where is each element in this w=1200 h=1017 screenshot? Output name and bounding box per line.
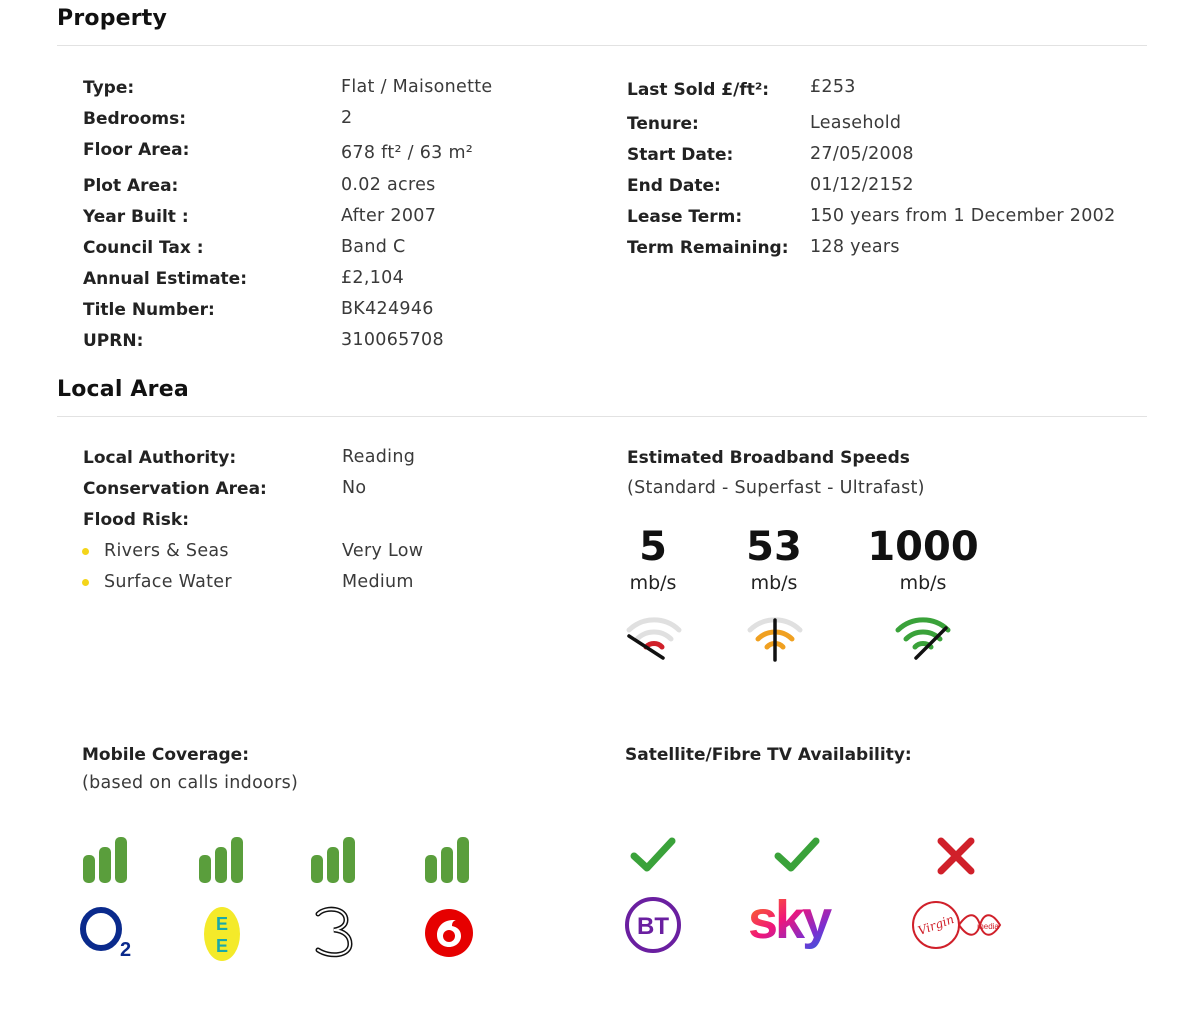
- standard-wifi-gauge-icon: [626, 617, 682, 660]
- year-built-value: After 2007: [341, 206, 437, 226]
- type-value: Flat / Maisonette: [341, 77, 493, 97]
- title-number-value: BK424946: [341, 299, 434, 319]
- rivers-seas-value: Very Low: [342, 541, 424, 561]
- broadband-subtitle: (Standard - Superfast - Ultrafast): [627, 478, 925, 498]
- o2-logo-icon: 2: [80, 907, 131, 960]
- o2-signal-bars-icon: [83, 837, 127, 883]
- year-built-label: Year Built :: [83, 207, 189, 227]
- tenure-label: Tenure:: [627, 114, 699, 134]
- vodafone-signal-bars-icon: [425, 837, 469, 883]
- mobile-coverage-subtitle: (based on calls indoors): [82, 773, 299, 793]
- svg-text:2: 2: [120, 939, 131, 960]
- standard-speed-unit: mb/s: [629, 572, 677, 594]
- svg-text:Virgin: Virgin: [916, 912, 956, 938]
- plot-area-label: Plot Area:: [83, 176, 179, 196]
- superfast-wifi-gauge-icon: [747, 617, 803, 662]
- ultrafast-speed-value: 1000: [867, 524, 979, 570]
- uprn-label: UPRN:: [83, 331, 144, 351]
- end-date-label: End Date:: [627, 176, 721, 196]
- superfast-speed-unit: mb/s: [750, 572, 798, 594]
- tv-availability-title: Satellite/Fibre TV Availability:: [625, 745, 912, 765]
- conservation-area-value: No: [342, 478, 367, 498]
- local-area-divider: [57, 416, 1147, 417]
- council-tax-value: Band C: [341, 237, 406, 257]
- start-date-label: Start Date:: [627, 145, 734, 165]
- floor-area-value: 678 ft² / 63 m²: [341, 143, 474, 163]
- surface-water-label: Surface Water: [104, 572, 232, 592]
- svg-text:media: media: [977, 922, 999, 931]
- ee-logo-icon: E E: [204, 907, 240, 961]
- svg-text:E: E: [216, 914, 228, 934]
- last-sold-label: Last Sold £/ft²:: [627, 80, 770, 100]
- lease-term-label: Lease Term:: [627, 207, 743, 227]
- last-sold-value: £253: [810, 77, 856, 97]
- flood-risk-label: Flood Risk:: [83, 510, 190, 530]
- virgin-media-logo-icon: Virgin media: [912, 901, 1002, 949]
- term-remaining-value: 128 years: [810, 237, 900, 257]
- tenure-value: Leasehold: [810, 113, 902, 133]
- three-logo-icon: [315, 906, 353, 958]
- surface-bullet: [82, 579, 89, 586]
- annual-estimate-value: £2,104: [341, 268, 405, 288]
- lease-term-value: 150 years from 1 December 2002: [810, 206, 1116, 226]
- sky-available-check-icon: [774, 837, 820, 872]
- plot-area-value: 0.02 acres: [341, 175, 436, 195]
- svg-text:sky: sky: [748, 892, 832, 950]
- standard-speed-value: 5: [639, 524, 667, 570]
- svg-text:E: E: [216, 936, 228, 956]
- local-authority-value: Reading: [342, 447, 416, 467]
- mobile-coverage-title: Mobile Coverage:: [82, 745, 249, 765]
- rivers-bullet: [82, 548, 89, 555]
- uprn-value: 310065708: [341, 330, 444, 350]
- title-number-label: Title Number:: [83, 300, 215, 320]
- end-date-value: 01/12/2152: [810, 175, 914, 195]
- bedrooms-label: Bedrooms:: [83, 109, 187, 129]
- ee-signal-bars-icon: [199, 837, 243, 883]
- type-label: Type:: [83, 78, 135, 98]
- floor-area-label: Floor Area:: [83, 140, 190, 160]
- council-tax-label: Council Tax :: [83, 238, 204, 258]
- ultrafast-speed-unit: mb/s: [899, 572, 947, 594]
- svg-text:BT: BT: [637, 913, 669, 940]
- bt-logo-icon: BT: [625, 897, 681, 953]
- sky-logo-icon: sky: [748, 892, 835, 950]
- property-divider: [57, 45, 1147, 46]
- local-authority-label: Local Authority:: [83, 448, 237, 468]
- three-signal-bars-icon: [311, 837, 355, 883]
- broadband-title: Estimated Broadband Speeds: [627, 448, 910, 468]
- rivers-seas-label: Rivers & Seas: [104, 541, 229, 561]
- surface-water-value: Medium: [342, 572, 414, 592]
- ultrafast-wifi-gauge-icon: [895, 617, 951, 660]
- vodafone-logo-icon: [425, 909, 473, 957]
- superfast-speed-value: 53: [746, 524, 802, 570]
- term-remaining-label: Term Remaining:: [627, 238, 789, 258]
- local-area-heading: Local Area: [57, 377, 189, 402]
- bedrooms-value: 2: [341, 108, 353, 128]
- annual-estimate-label: Annual Estimate:: [83, 269, 248, 289]
- bt-available-check-icon: [630, 837, 676, 872]
- conservation-area-label: Conservation Area:: [83, 479, 267, 499]
- start-date-value: 27/05/2008: [810, 144, 914, 164]
- property-heading: Property: [57, 6, 168, 31]
- virgin-unavailable-cross-icon: [937, 837, 975, 875]
